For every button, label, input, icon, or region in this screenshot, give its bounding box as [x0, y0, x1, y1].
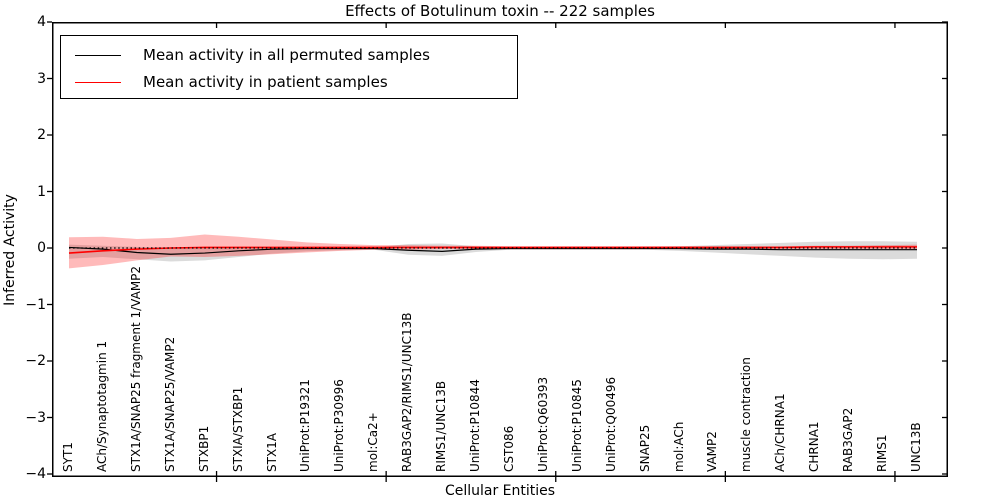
x-category-label: STX1A: [264, 432, 279, 472]
y-tick-label: −1: [25, 296, 46, 313]
band-permuted-samples-spread: [69, 241, 917, 262]
x-category-label: UNC13B: [909, 422, 923, 472]
x-category-label: RIMS1: [875, 434, 890, 472]
legend-line-sample-black: [75, 54, 121, 56]
x-category-label: mol:Ca2+: [366, 412, 381, 472]
x-category-label: STX1A/SNAP25 fragment 1/VAMP2: [128, 265, 143, 472]
y-tick-label: −3: [25, 409, 46, 426]
legend-entry-patient: Mean activity in patient samples: [61, 69, 388, 95]
x-category-label: CHRNA1: [807, 421, 822, 472]
x-category-label: UniProt:P19321: [298, 379, 313, 472]
y-tick-label: −4: [25, 466, 46, 482]
x-category-label: mol:ACh: [671, 421, 686, 472]
x-category-label: SNAP25: [637, 424, 652, 472]
axes-frame: [52, 22, 948, 477]
x-axis-label: Cellular Entities: [444, 483, 556, 499]
x-category-label: UniProt:Q60393: [535, 376, 550, 472]
x-category-label: RIMS1/UNC13B: [434, 380, 449, 472]
x-category-label: STXIA/STXBP1: [230, 386, 245, 472]
x-category-label: RAB3GAP2: [841, 407, 856, 472]
x-category-label: ACh/Synaptotagmin 1: [94, 340, 109, 472]
y-tick-label: 2: [37, 127, 46, 143]
legend-label: Mean activity in patient samples: [143, 73, 388, 91]
legend: Mean activity in all permuted samples Me…: [60, 35, 518, 99]
y-tick-label: −2: [25, 353, 46, 369]
plot-area: [47, 21, 948, 482]
chart-title: Effects of Botulinum toxin -- 222 sample…: [345, 2, 655, 20]
x-category-label: SYT1: [61, 442, 75, 472]
x-category-label: UniProt:Q00496: [603, 376, 618, 472]
y-tick-label: 1: [37, 183, 46, 200]
y-tick-label: 0: [37, 240, 46, 256]
x-category-label: ACh/CHRNA1: [773, 393, 788, 472]
legend-label: Mean activity in all permuted samples: [143, 46, 430, 64]
legend-entry-permuted: Mean activity in all permuted samples: [61, 42, 430, 68]
y-tick-label: 3: [37, 70, 46, 87]
x-category-label: muscle contraction: [739, 357, 754, 472]
x-category-label: STX1A/SNAP25/VAMP2: [162, 336, 177, 472]
x-category-label: RAB3GAP2/RIMS1/UNC13B: [400, 312, 415, 472]
x-category-label: CST086: [501, 425, 516, 472]
x-category-label: UniProt:P10844: [468, 379, 483, 472]
series-line-0: [68, 246, 917, 255]
plot-svg: [47, 21, 948, 482]
x-category-label: STXBP1: [196, 425, 211, 472]
x-category-label: VAMP2: [705, 431, 720, 472]
x-category-label: UniProt:P30996: [332, 379, 347, 472]
legend-line-sample-red: [75, 81, 121, 83]
x-category-label: UniProt:P10845: [569, 379, 584, 472]
band-patient-samples-spread: [69, 234, 917, 269]
y-tick-label: 4: [37, 14, 46, 30]
